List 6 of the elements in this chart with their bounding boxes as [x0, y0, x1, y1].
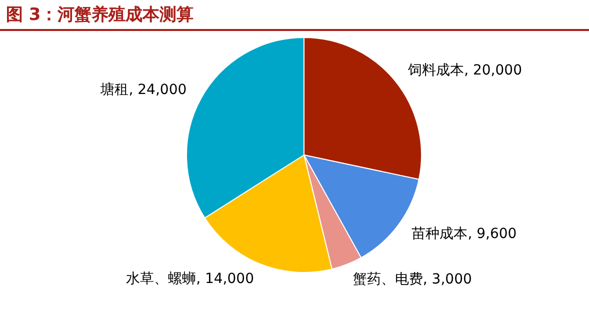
slice-label: 塘租, 24,000 — [100, 82, 187, 98]
slice-label: 水草、螺蛳, 14,000 — [126, 270, 254, 287]
slice-label: 蟹药、电费, 3,000 — [352, 271, 472, 288]
slice-label: 饲料成本, 20,000 — [407, 62, 522, 78]
chart-title: 图 3：河蟹养殖成本测算 — [6, 4, 194, 26]
slice-label: 苗种成本, 9,600 — [412, 226, 517, 242]
